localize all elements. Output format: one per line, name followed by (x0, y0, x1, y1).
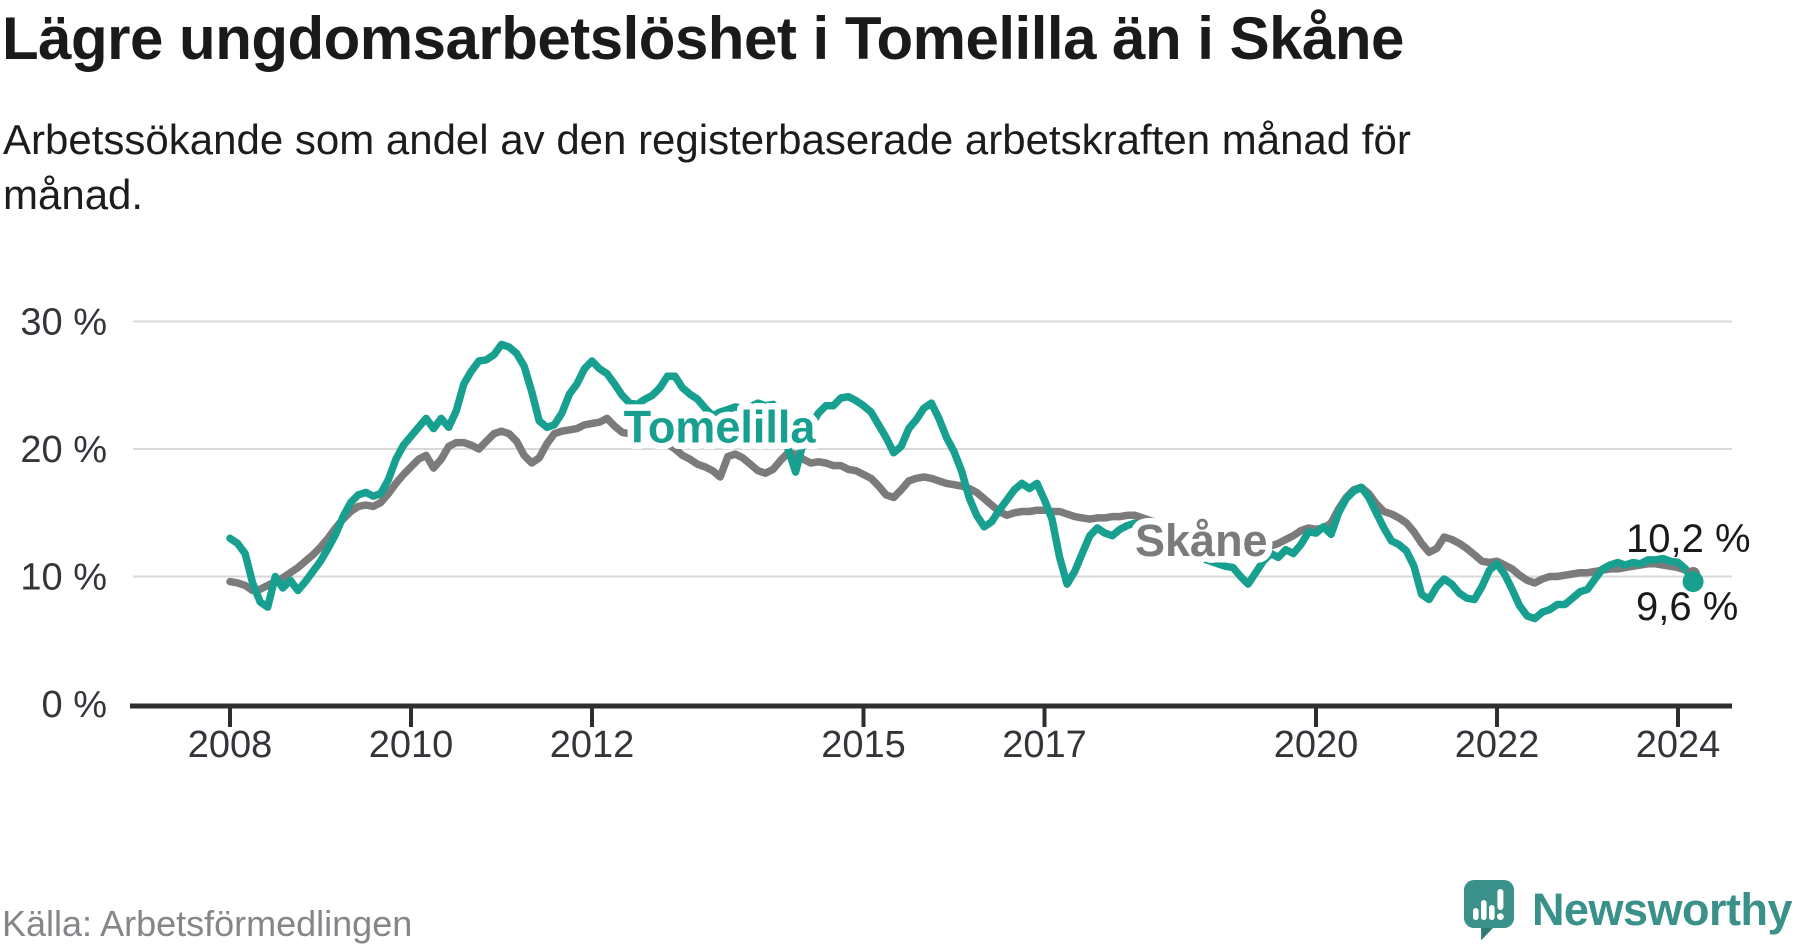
series-line-skåne (226, 414, 1697, 595)
x-tick-label: 2020 (1274, 724, 1359, 766)
series-label-skåne: Skåne (1135, 515, 1268, 566)
source-note: Källa: Arbetsförmedlingen (2, 903, 413, 944)
x-tick-label: 2017 (1002, 724, 1087, 766)
series-end-dot-tomelilla (1682, 571, 1704, 593)
x-tick-label: 2022 (1455, 724, 1540, 766)
y-tick-label: 30 % (20, 302, 107, 344)
chart-subtitle: Arbetssökande som andel av den registerb… (3, 116, 1411, 219)
x-tick-label: 2010 (369, 724, 454, 766)
brand-logo: Newsworthy (1463, 880, 1793, 940)
y-tick-label: 10 % (20, 557, 107, 599)
brand-name: Newsworthy (1531, 884, 1793, 935)
y-tick-label: 0 % (42, 684, 107, 726)
x-tick-label: 2008 (188, 724, 273, 766)
y-tick-label: 20 % (20, 429, 107, 471)
newsworthy-speech-bubble-icon (1463, 880, 1514, 940)
series-label-tomelilla: Tomelilla (624, 402, 817, 453)
x-tick-label: 2024 (1636, 724, 1721, 766)
page-title: Lägre ungdomsarbetslöshet i Tomelilla än… (2, 5, 1404, 72)
end-value-label-tomelilla: 9,6 % (1636, 585, 1738, 629)
x-tick-label: 2015 (821, 724, 906, 766)
end-value-label-skåne: 10,2 % (1626, 517, 1751, 561)
x-tick-label: 2012 (550, 724, 635, 766)
series-line-tomelilla (226, 340, 1697, 623)
